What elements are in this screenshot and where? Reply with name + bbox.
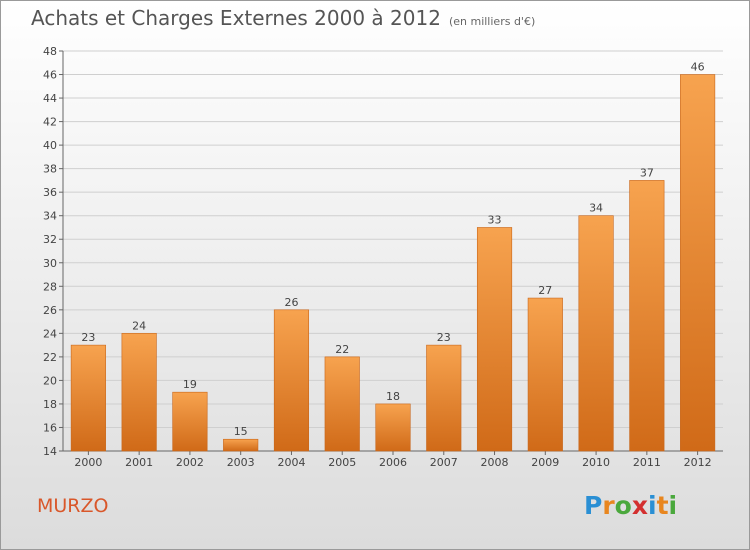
y-tick-label: 22 [43, 351, 57, 364]
bar-value-label: 23 [81, 331, 95, 344]
y-tick-label: 26 [43, 304, 57, 317]
title-block: Achats et Charges Externes 2000 à 2012 (e… [31, 6, 535, 30]
bar-value-label: 46 [691, 61, 705, 74]
bar [426, 344, 462, 452]
bar [70, 344, 106, 452]
x-tick-label: 2003 [227, 456, 255, 469]
y-tick-label: 14 [43, 445, 57, 458]
x-tick-label: 2008 [481, 456, 509, 469]
bar [324, 356, 360, 452]
bar [476, 227, 513, 452]
x-tick-label: 2002 [176, 456, 204, 469]
bar-value-label: 33 [488, 213, 502, 226]
y-tick-label: 24 [43, 327, 57, 340]
commune-name: MURZO [37, 495, 109, 517]
bar [629, 180, 665, 452]
y-tick-label: 44 [43, 92, 57, 105]
bar [273, 309, 310, 452]
bar [121, 333, 157, 452]
x-tick-label: 2000 [74, 456, 102, 469]
y-tick-label: 16 [43, 421, 57, 434]
bar-value-label: 19 [183, 378, 197, 391]
chart-title: Achats et Charges Externes 2000 à 2012 [31, 6, 441, 30]
bar [578, 215, 614, 452]
y-tick-label: 32 [43, 233, 57, 246]
x-tick-label: 2004 [277, 456, 305, 469]
x-tick-label: 2012 [684, 456, 712, 469]
bar [527, 297, 563, 452]
bar [223, 438, 259, 452]
logo-letter: i [648, 491, 657, 520]
bar-value-label: 27 [538, 284, 552, 297]
proxiti-logo: Proxiti [584, 491, 677, 520]
y-tick-label: 36 [43, 186, 57, 199]
y-tick-label: 48 [43, 45, 57, 58]
bar-value-label: 18 [386, 390, 400, 403]
x-tick-label: 2007 [430, 456, 458, 469]
x-tick-label: 2005 [328, 456, 356, 469]
y-tick-label: 18 [43, 398, 57, 411]
y-tick-label: 34 [43, 210, 57, 223]
x-tick-label: 2001 [125, 456, 153, 469]
bar-value-label: 37 [640, 166, 654, 179]
y-tick-label: 30 [43, 257, 57, 270]
y-tick-label: 42 [43, 116, 57, 129]
bar-value-label: 22 [335, 343, 349, 356]
y-tick-label: 20 [43, 374, 57, 387]
bar [375, 403, 411, 452]
x-tick-label: 2006 [379, 456, 407, 469]
bar-value-label: 34 [589, 202, 603, 215]
bar-value-label: 26 [284, 296, 298, 309]
bar-value-label: 24 [132, 319, 146, 332]
bar [680, 74, 716, 452]
labels: 14 16 18 20 22 24 26 28 30 32 34 36 38 40 42 44 46 48 23 20… [43, 45, 712, 469]
x-tick-label: 2011 [633, 456, 661, 469]
logo-letter: x [631, 491, 648, 520]
logo-letter: t [656, 491, 669, 520]
logo-letter: i [668, 491, 678, 520]
bars [70, 74, 716, 452]
bar [172, 391, 208, 452]
logo-letter: o [614, 491, 632, 520]
x-tick-label: 2009 [531, 456, 559, 469]
bar-value-label: 23 [437, 331, 451, 344]
bar-value-label: 15 [234, 425, 248, 438]
y-tick-label: 46 [43, 69, 57, 82]
x-tick-label: 2010 [582, 456, 610, 469]
chart-subtitle: (en milliers d'€) [448, 15, 536, 28]
y-tick-label: 38 [43, 163, 57, 176]
y-tick-label: 40 [43, 139, 57, 152]
y-tick-label: 28 [43, 280, 57, 293]
logo-letter: P [584, 491, 603, 520]
logo-letter: r [602, 491, 615, 520]
